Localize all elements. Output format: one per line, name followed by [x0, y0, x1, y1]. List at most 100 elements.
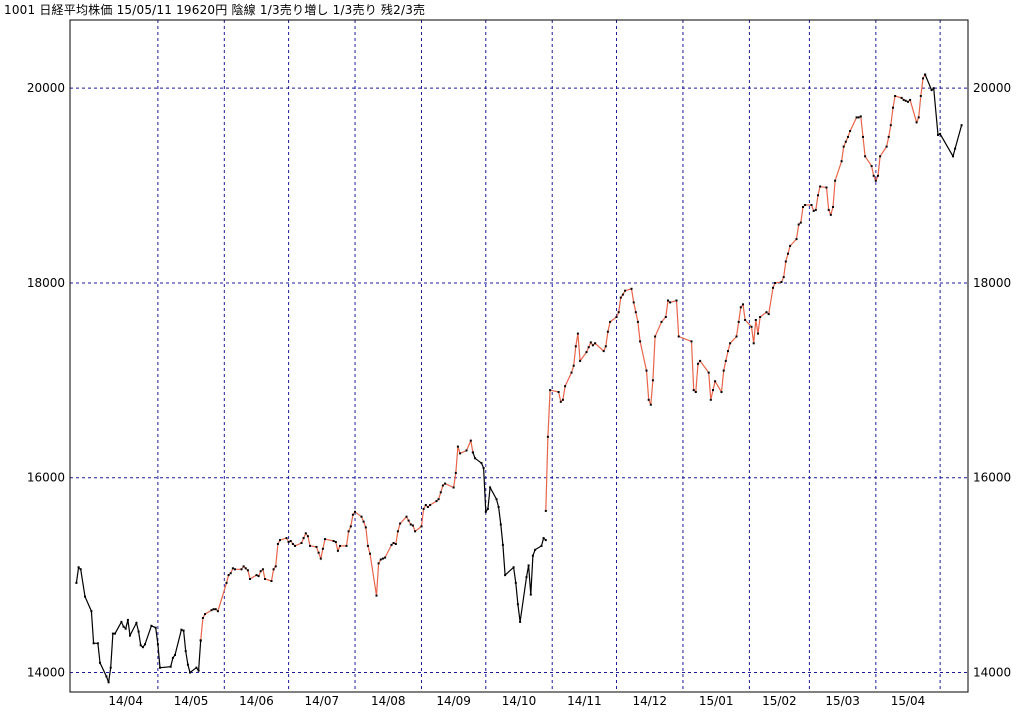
price-point: [812, 209, 815, 212]
price-point: [469, 439, 472, 442]
price-point: [827, 208, 830, 211]
price-point: [894, 95, 897, 97]
price-point: [351, 513, 354, 516]
price-point: [939, 132, 942, 135]
price-point: [390, 543, 393, 546]
price-point: [456, 445, 459, 448]
price-point: [231, 567, 234, 570]
price-point: [589, 341, 592, 344]
price-point: [654, 335, 657, 338]
price-point: [819, 185, 822, 188]
price-point: [636, 320, 639, 323]
price-point: [902, 98, 905, 101]
price-point: [414, 530, 417, 533]
x-tick-label: 14/11: [567, 694, 602, 708]
price-point: [729, 342, 732, 345]
x-tick-label: 15/04: [891, 694, 926, 708]
price-point: [489, 486, 492, 489]
price-point: [300, 542, 303, 544]
price-point: [195, 666, 198, 669]
price-point: [660, 320, 663, 323]
plot-border: [69, 19, 969, 693]
price-point: [924, 73, 927, 76]
price-point: [244, 567, 247, 570]
y-tick-label-right: 14000: [973, 666, 1011, 680]
price-line-down: [924, 74, 963, 158]
price-point: [714, 380, 717, 383]
x-tick-label: 15/03: [825, 694, 860, 708]
y-tick-label-left: 18000: [27, 276, 65, 290]
price-point: [639, 340, 642, 343]
price-point: [591, 344, 594, 347]
price-point: [214, 608, 217, 611]
price-point: [437, 498, 440, 501]
price-point: [384, 556, 387, 559]
price-point: [802, 206, 804, 208]
price-point: [697, 362, 699, 365]
price-point: [435, 500, 438, 503]
price-point: [604, 345, 607, 348]
price-point: [189, 671, 191, 674]
price-point: [922, 77, 924, 80]
price-point: [79, 568, 82, 571]
price-point: [712, 389, 714, 392]
price-point: [422, 507, 425, 510]
price-point: [366, 544, 369, 547]
price-point: [109, 666, 112, 669]
price-point: [615, 316, 618, 318]
price-point: [900, 96, 903, 99]
price-point: [234, 568, 236, 571]
y-tick-label-left: 16000: [27, 471, 65, 485]
price-point: [276, 543, 279, 545]
price-point: [482, 467, 485, 469]
price-point: [452, 486, 455, 489]
price-point: [377, 562, 380, 565]
price-point: [759, 316, 762, 318]
price-point: [544, 539, 547, 542]
price-point: [619, 296, 622, 299]
price-point: [107, 681, 110, 684]
price-point: [572, 364, 575, 367]
price-point: [369, 552, 371, 555]
price-point: [439, 491, 442, 494]
price-point: [229, 572, 232, 575]
x-axis-labels: 14/04 14/05 14/06 14/07 14/08 14/09 14/10 14/11…: [108, 694, 925, 708]
price-point: [420, 525, 423, 528]
price-point: [585, 351, 588, 354]
price-point: [919, 95, 922, 97]
price-point: [675, 299, 678, 302]
price-point: [960, 124, 963, 127]
price-point: [864, 155, 867, 158]
price-point: [531, 554, 534, 557]
series-lines: [75, 74, 963, 683]
price-point: [587, 346, 590, 349]
price-point: [544, 509, 547, 512]
price-point: [722, 369, 725, 372]
price-point: [842, 145, 845, 148]
x-tick-label: 14/10: [502, 694, 537, 708]
price-point: [634, 311, 637, 314]
y-axis-labels: 14000 14000 16000 16000 18000 18000 20000 20000: [27, 81, 1011, 679]
price-point: [870, 165, 873, 168]
price-point: [561, 398, 564, 401]
price-point: [364, 526, 367, 529]
price-point: [497, 506, 500, 508]
price-point: [879, 155, 882, 158]
price-point: [767, 313, 770, 316]
price-point: [302, 537, 305, 540]
price-point: [264, 578, 266, 580]
price-point: [362, 520, 365, 523]
price-point: [454, 471, 457, 474]
y-tick-label-left: 14000: [27, 666, 65, 680]
price-point: [186, 663, 189, 666]
price-point: [156, 643, 159, 646]
price-point: [84, 595, 86, 598]
price-point: [287, 541, 290, 543]
price-point: [289, 540, 292, 542]
price-point: [752, 342, 755, 345]
price-point: [609, 320, 612, 323]
price-point: [174, 654, 176, 656]
price-point: [465, 449, 468, 452]
price-point: [499, 523, 502, 526]
